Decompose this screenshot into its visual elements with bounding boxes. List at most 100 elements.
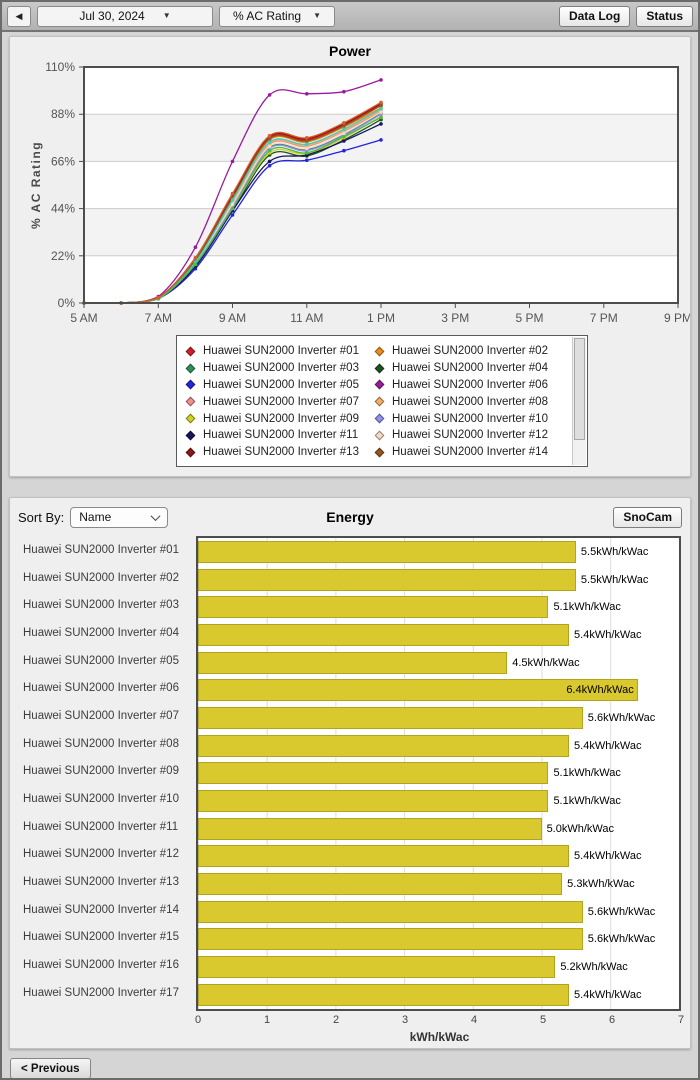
legend-swatch-icon [374,346,385,357]
prev-date-button[interactable]: ◀ [7,5,31,27]
svg-text:5 PM: 5 PM [515,311,543,325]
sort-by-select[interactable]: Name [70,506,169,528]
date-label: Jul 30, 2024 [79,9,145,23]
energy-bar: 5.4kWh/kWac [198,734,642,757]
energy-bar-row: 5.2kWh/kWac [198,953,679,981]
legend-item: Huawei SUN2000 Inverter #05 [185,378,376,391]
legend-item-label: Huawei SUN2000 Inverter #02 [392,345,548,358]
legend-item: Huawei SUN2000 Inverter #10 [374,412,565,425]
energy-panel: Sort By: Name Energy SnoCam Huawei SUN20… [9,497,691,1049]
energy-bar-row: 5.6kWh/kWac [198,704,679,732]
inverter-name-label: Huawei SUN2000 Inverter #17 [23,986,179,999]
chevron-down-icon: ▼ [313,11,321,20]
inverter-name-label: Huawei SUN2000 Inverter #10 [23,793,179,806]
chevron-down-icon [150,510,161,521]
legend-swatch-icon [185,447,196,458]
inverter-name-label: Huawei SUN2000 Inverter #16 [23,959,179,972]
legend-item-label: Huawei SUN2000 Inverter #14 [392,446,548,459]
legend-swatch-icon [185,346,196,357]
inverter-name-label: Huawei SUN2000 Inverter #03 [23,599,179,612]
legend-item: Huawei SUN2000 Inverter #09 [185,413,376,425]
legend-item: Huawei SUN2000 Inverter #02 [374,345,565,358]
date-selector[interactable]: Jul 30, 2024 ▼ [37,5,213,27]
energy-bar-value: 4.5kWh/kWac [512,656,580,669]
energy-header: Sort By: Name Energy SnoCam [10,504,690,530]
energy-bar-row: 5.4kWh/kWac [198,621,679,649]
x-tick-label: 3 [401,1013,409,1026]
svg-text:0%: 0% [58,296,76,310]
energy-bar-row: 5.6kWh/kWac [198,898,679,926]
svg-text:3 PM: 3 PM [441,311,469,325]
energy-names-column: Huawei SUN2000 Inverter #01 Huawei SUN200… [10,536,196,1011]
energy-bar-value: 5.1kWh/kWac [553,795,621,808]
legend-scrollbar-thumb[interactable] [574,338,585,440]
energy-bar-row: 5.1kWh/kWac [198,593,679,621]
status-button[interactable]: Status [636,5,693,27]
svg-text:5 AM: 5 AM [70,311,97,325]
energy-bar: 5.6kWh/kWac [198,900,655,923]
svg-text:22%: 22% [51,249,75,263]
inverter-name-label: Huawei SUN2000 Inverter #13 [23,876,179,889]
energy-bar-chart: Huawei SUN2000 Inverter #01 Huawei SUN200… [10,536,681,1011]
svg-text:9 AM: 9 AM [219,311,246,325]
energy-bar-value: 5.4kWh/kWac [574,850,642,863]
energy-bar-value: 5.1kWh/kWac [553,601,621,614]
legend-item: Huawei SUN2000 Inverter #08 [374,396,565,408]
previous-button[interactable]: < Previous [10,1058,91,1078]
legend-item-label: Huawei SUN2000 Inverter #13 [203,446,359,459]
legend-swatch-icon [185,396,196,407]
snocam-button[interactable]: SnoCam [613,506,682,528]
legend-item: Huawei SUN2000 Inverter #07 [185,395,376,408]
energy-bar: 5.4kWh/kWac [198,845,642,868]
energy-bar-row: 5.4kWh/kWac [198,843,679,871]
energy-bar-row: 5.5kWh/kWac [198,566,679,594]
power-panel: Power % AC Rating 0% 22% 44% 66% 88% 110% 5 AM… [9,36,691,477]
metric-label: % AC Rating [233,9,302,23]
inverter-name-label: Huawei SUN2000 Inverter #14 [23,903,179,916]
energy-bar-row: 5.0kWh/kWac [198,815,679,843]
energy-bar-value: 5.4kWh/kWac [574,739,642,752]
energy-bar: 5.0kWh/kWac [198,817,614,840]
energy-bar-value: 5.5kWh/kWac [580,573,649,586]
toolbar: ◀ Jul 30, 2024 ▼ % AC Rating ▼ Data Log … [2,2,698,32]
legend-item-label: Huawei SUN2000 Inverter #05 [203,378,359,391]
energy-bar: 6.4kWh/kWac [198,679,638,702]
legend-swatch-icon [185,363,196,374]
energy-bar: 5.6kWh/kWac [198,928,655,951]
energy-bar-value: 5.4kWh/kWac [574,988,642,1001]
legend-scrollbar[interactable] [572,337,586,465]
data-log-button[interactable]: Data Log [558,5,631,27]
x-tick-label: 4 [470,1013,478,1026]
sort-by-label: Sort By: [18,509,65,525]
energy-bar: 5.1kWh/kWac [198,762,621,785]
legend-swatch-icon [374,380,385,390]
inverter-name-label: Huawei SUN2000 Inverter #05 [23,654,179,667]
energy-bar-value: 5.6kWh/kWac [587,905,656,918]
energy-bar-row: 5.4kWh/kWac [198,732,679,760]
legend-swatch-icon [374,396,385,407]
legend-item-label: Huawei SUN2000 Inverter #10 [392,412,548,425]
svg-text:7 AM: 7 AM [145,311,172,325]
inverter-name-label: Huawei SUN2000 Inverter #09 [23,765,179,778]
legend-item-label: Huawei SUN2000 Inverter #01 [203,345,359,358]
energy-bar-value: 5.4kWh/kWac [574,628,642,641]
legend-swatch-icon [374,413,385,424]
legend-swatch-icon [374,363,385,374]
legend-swatch-icon [185,413,196,424]
legend-item: Huawei SUN2000 Inverter #13 [185,446,376,459]
legend-item-label: Huawei SUN2000 Inverter #11 [203,429,359,442]
energy-bar: 5.3kWh/kWac [198,873,635,896]
energy-bar-value: 5.6kWh/kWac [587,933,656,946]
energy-bar: 4.5kWh/kWac [198,651,580,674]
x-tick-label: 2 [332,1013,340,1026]
energy-bar-value: 6.4kWh/kWac [566,684,634,697]
legend-item: Huawei SUN2000 Inverter #14 [374,446,565,459]
svg-text:88%: 88% [51,107,75,121]
x-tick-label: 7 [677,1013,685,1026]
legend-item-label: Huawei SUN2000 Inverter #04 [392,362,548,375]
legend-item-label: Huawei SUN2000 Inverter #07 [203,395,359,408]
metric-selector[interactable]: % AC Rating ▼ [219,5,335,27]
energy-bar: 5.4kWh/kWac [198,623,642,646]
inverter-name-label: Huawei SUN2000 Inverter #12 [23,848,179,861]
